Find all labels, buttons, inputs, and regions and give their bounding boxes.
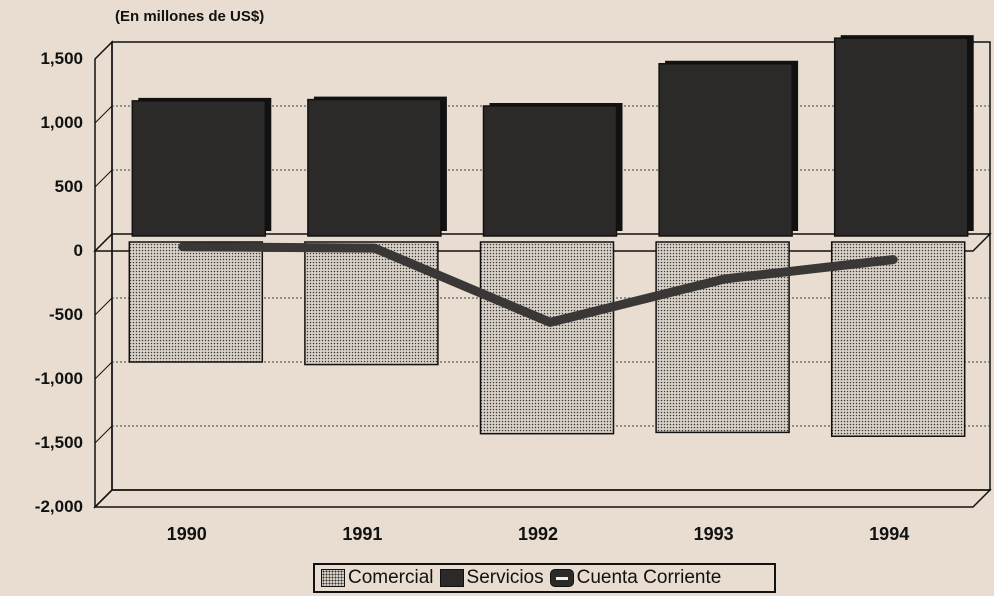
servicios-swatch-icon bbox=[439, 569, 464, 587]
bar-comercial bbox=[830, 241, 966, 437]
legend-label-cuenta-corriente: Cuenta Corriente bbox=[576, 567, 722, 588]
ytick-label: -500 bbox=[49, 305, 83, 324]
ytick-label: 0 bbox=[74, 241, 83, 260]
ytick-label: -1,000 bbox=[35, 369, 83, 388]
xtick-label: 1994 bbox=[869, 524, 909, 544]
ytick-label: 1,000 bbox=[40, 113, 83, 132]
ytick bbox=[94, 425, 113, 444]
bar-comercial bbox=[479, 241, 615, 435]
ytick bbox=[94, 489, 113, 508]
legend-item-servicios: Servicios bbox=[439, 567, 544, 589]
xtick-label: 1993 bbox=[694, 524, 734, 544]
point-cuenta-corriente bbox=[721, 274, 730, 283]
legend-label-comercial: Comercial bbox=[348, 567, 434, 588]
floor bbox=[93, 489, 992, 508]
legend: Comercial Servicios Cuenta Corriente bbox=[313, 563, 776, 593]
ytick bbox=[94, 169, 113, 188]
legend-item-comercial: Comercial bbox=[321, 567, 434, 589]
legend-item-cuenta-corriente: Cuenta Corriente bbox=[549, 567, 722, 589]
ytick-label: 1,500 bbox=[40, 49, 83, 68]
ytick-label: 500 bbox=[55, 177, 83, 196]
bar-servicios bbox=[658, 63, 793, 237]
bar-servicios bbox=[131, 100, 267, 237]
ytick-label: -1,500 bbox=[35, 433, 83, 452]
bar-comercial bbox=[304, 241, 439, 366]
legend-label-servicios: Servicios bbox=[466, 567, 544, 588]
bar-servicios bbox=[482, 105, 618, 237]
side-wall bbox=[94, 40, 113, 509]
point-cuenta-corriente bbox=[370, 244, 379, 253]
bar-comercial bbox=[128, 241, 264, 363]
ytick bbox=[94, 41, 113, 60]
xtick-label: 1991 bbox=[342, 524, 382, 544]
point-cuenta-corriente bbox=[889, 255, 898, 264]
ytick bbox=[94, 105, 113, 124]
comercial-swatch-icon bbox=[321, 569, 345, 587]
ytick bbox=[94, 297, 113, 316]
xtick-label: 1990 bbox=[167, 524, 207, 544]
bar-servicios bbox=[307, 98, 442, 237]
bar-servicios bbox=[833, 37, 969, 237]
xtick-label: 1992 bbox=[518, 524, 558, 544]
point-cuenta-corriente bbox=[178, 242, 187, 251]
ytick bbox=[94, 361, 113, 380]
ytick-label: -2,000 bbox=[35, 497, 83, 516]
unit-label: (En millones de US$) bbox=[115, 8, 265, 25]
cuenta-corriente-swatch-icon bbox=[549, 569, 574, 587]
point-cuenta-corriente bbox=[546, 318, 554, 327]
